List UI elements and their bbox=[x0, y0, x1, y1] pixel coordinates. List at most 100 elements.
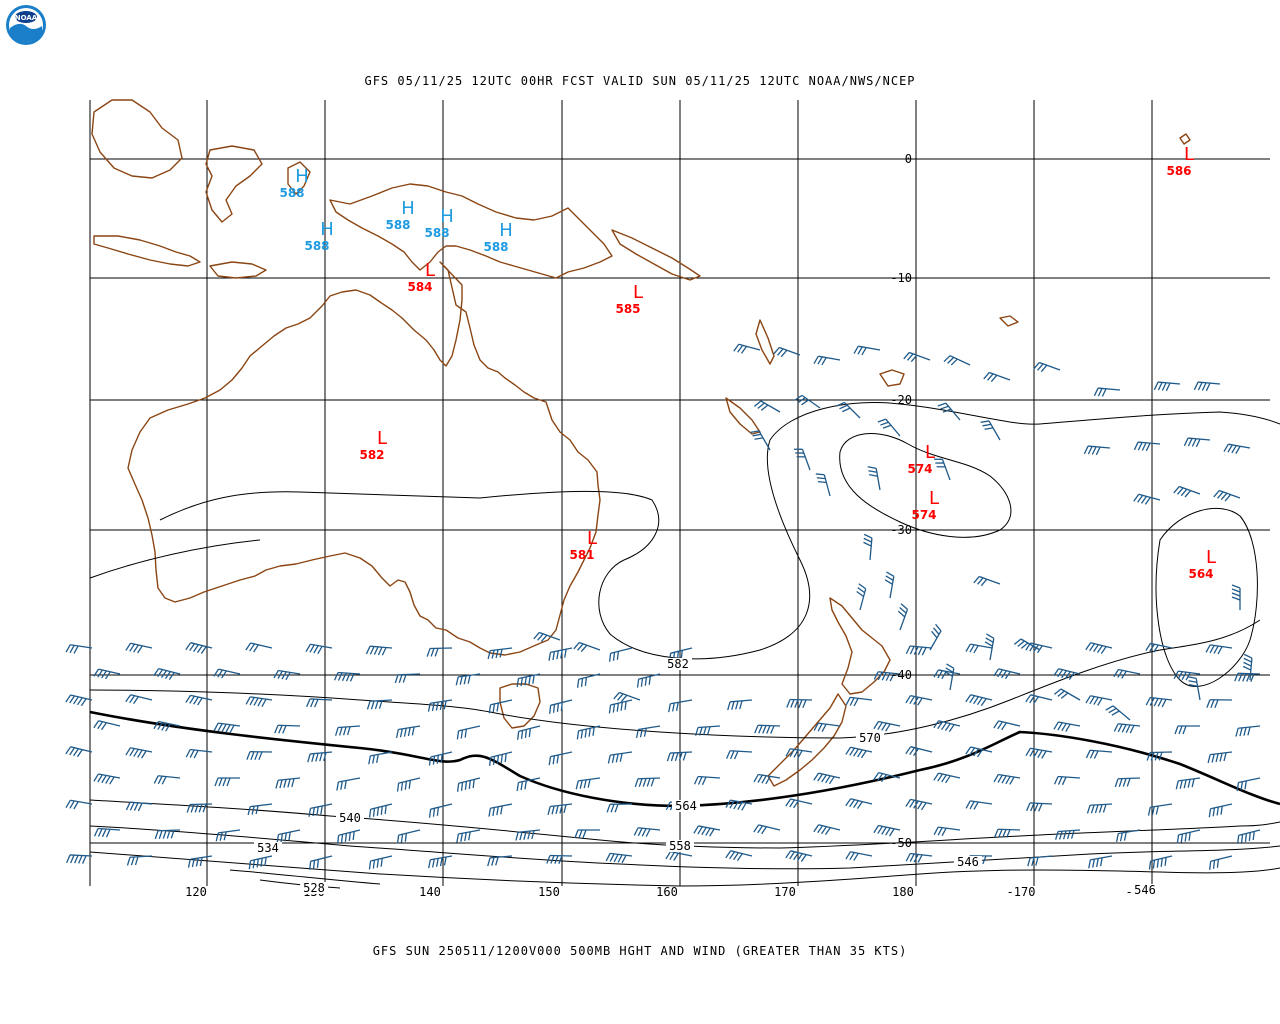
wind-barb bbox=[965, 800, 993, 810]
wind-barb bbox=[613, 691, 641, 703]
wind-barb bbox=[245, 696, 273, 707]
longitude-label: -160 bbox=[1126, 885, 1155, 899]
wind-barb bbox=[428, 855, 453, 869]
coastlines bbox=[91, 99, 1191, 787]
wind-barb bbox=[793, 448, 811, 471]
wind-barb bbox=[213, 668, 241, 679]
height-contours bbox=[89, 402, 1280, 889]
wind-barb bbox=[125, 694, 153, 705]
wind-barb bbox=[548, 751, 573, 766]
longitude-label: 130 bbox=[303, 885, 325, 899]
wind-barb bbox=[966, 855, 993, 865]
wind-barb bbox=[1209, 855, 1233, 870]
wind-barb bbox=[396, 777, 421, 792]
wind-barb bbox=[993, 668, 1021, 680]
wind-barb bbox=[153, 775, 181, 785]
wind-barb bbox=[605, 852, 633, 864]
longitude-label: 140 bbox=[419, 885, 441, 899]
pressure-value: 588 bbox=[483, 240, 508, 254]
pressure-value: 588 bbox=[279, 186, 304, 200]
pressure-letter: H bbox=[320, 219, 334, 240]
contour-label: 534 bbox=[257, 841, 279, 855]
tasmania-coastline bbox=[499, 683, 541, 729]
wind-barb bbox=[93, 668, 121, 680]
wind-barb bbox=[276, 829, 301, 844]
wind-barb bbox=[65, 694, 93, 707]
wind-barb bbox=[884, 571, 895, 599]
wind-barb bbox=[873, 720, 901, 732]
wind-barb bbox=[666, 751, 693, 762]
latitude-label: -50 bbox=[890, 836, 912, 850]
wind-barb bbox=[877, 418, 901, 437]
wind-barb bbox=[836, 401, 861, 419]
wind-barb bbox=[1105, 705, 1131, 721]
wind-barb bbox=[933, 772, 961, 784]
solomon-islands-coastline bbox=[611, 229, 701, 281]
contour-label: 582 bbox=[667, 657, 689, 671]
wind-barb bbox=[665, 801, 693, 812]
pacific-islet-coastline bbox=[1179, 133, 1191, 145]
wind-barb bbox=[725, 799, 753, 811]
longitude-label: 170 bbox=[774, 885, 796, 899]
wind-barb bbox=[965, 694, 993, 707]
wind-barb bbox=[1175, 777, 1201, 790]
wind-barb bbox=[1213, 489, 1241, 502]
wind-barb bbox=[1187, 676, 1201, 701]
latitude-label: -30 bbox=[890, 523, 912, 537]
contour-label: 528 bbox=[303, 881, 325, 895]
wind-barb bbox=[933, 720, 961, 732]
latitude-label: -40 bbox=[890, 668, 912, 682]
wind-barb bbox=[153, 668, 181, 680]
wind-barb bbox=[248, 855, 273, 870]
wind-barb bbox=[574, 829, 601, 839]
wind-barb bbox=[366, 699, 393, 710]
wind-barb bbox=[65, 799, 93, 810]
wind-barb bbox=[813, 772, 841, 785]
pressure-letter: L bbox=[633, 282, 643, 303]
wind-barb bbox=[93, 720, 121, 731]
wind-barb bbox=[933, 826, 961, 837]
pressure-value: 586 bbox=[1166, 164, 1191, 178]
wind-barb bbox=[1093, 387, 1121, 397]
latitude-labels: 0 -10 -20 -30 -40 -50 bbox=[890, 152, 912, 850]
wind-barb bbox=[754, 724, 781, 734]
wind-barb bbox=[965, 746, 993, 758]
wind-barb bbox=[1207, 751, 1233, 764]
wind-barb bbox=[965, 643, 993, 654]
wind-barb bbox=[245, 642, 273, 653]
new-zealand-south-island-coastline bbox=[767, 693, 847, 787]
wind-barb bbox=[213, 722, 241, 734]
wind-barb bbox=[487, 647, 513, 660]
pressure-letter: L bbox=[929, 488, 939, 509]
longitude-label: 180 bbox=[892, 885, 914, 899]
latitude-label: -10 bbox=[890, 271, 912, 285]
wind-barb bbox=[575, 777, 601, 790]
wind-barb bbox=[185, 642, 213, 654]
fiji-coastline bbox=[879, 369, 905, 387]
wind-barb bbox=[1025, 694, 1053, 705]
wind-barb bbox=[576, 673, 601, 688]
wind-barb bbox=[1113, 723, 1141, 734]
contour-582-australia bbox=[159, 402, 1280, 660]
wind-barb bbox=[309, 855, 333, 870]
pressure-value: 588 bbox=[424, 226, 449, 240]
pressure-letter: H bbox=[440, 206, 454, 227]
wind-barb bbox=[813, 355, 841, 366]
contour-576-loop bbox=[839, 433, 1012, 538]
wind-barb bbox=[487, 855, 513, 867]
wind-barb bbox=[456, 829, 481, 843]
pressure-letter: L bbox=[925, 442, 935, 463]
wind-barb bbox=[984, 633, 995, 661]
wind-barb bbox=[845, 696, 873, 707]
wind-barb bbox=[274, 724, 301, 734]
wind-barb bbox=[1026, 802, 1053, 812]
wind-barbs bbox=[65, 343, 1261, 870]
wind-barb bbox=[753, 773, 781, 785]
pressure-value: 574 bbox=[911, 508, 936, 522]
wind-barb bbox=[1147, 803, 1173, 816]
wind-barb bbox=[185, 694, 213, 706]
